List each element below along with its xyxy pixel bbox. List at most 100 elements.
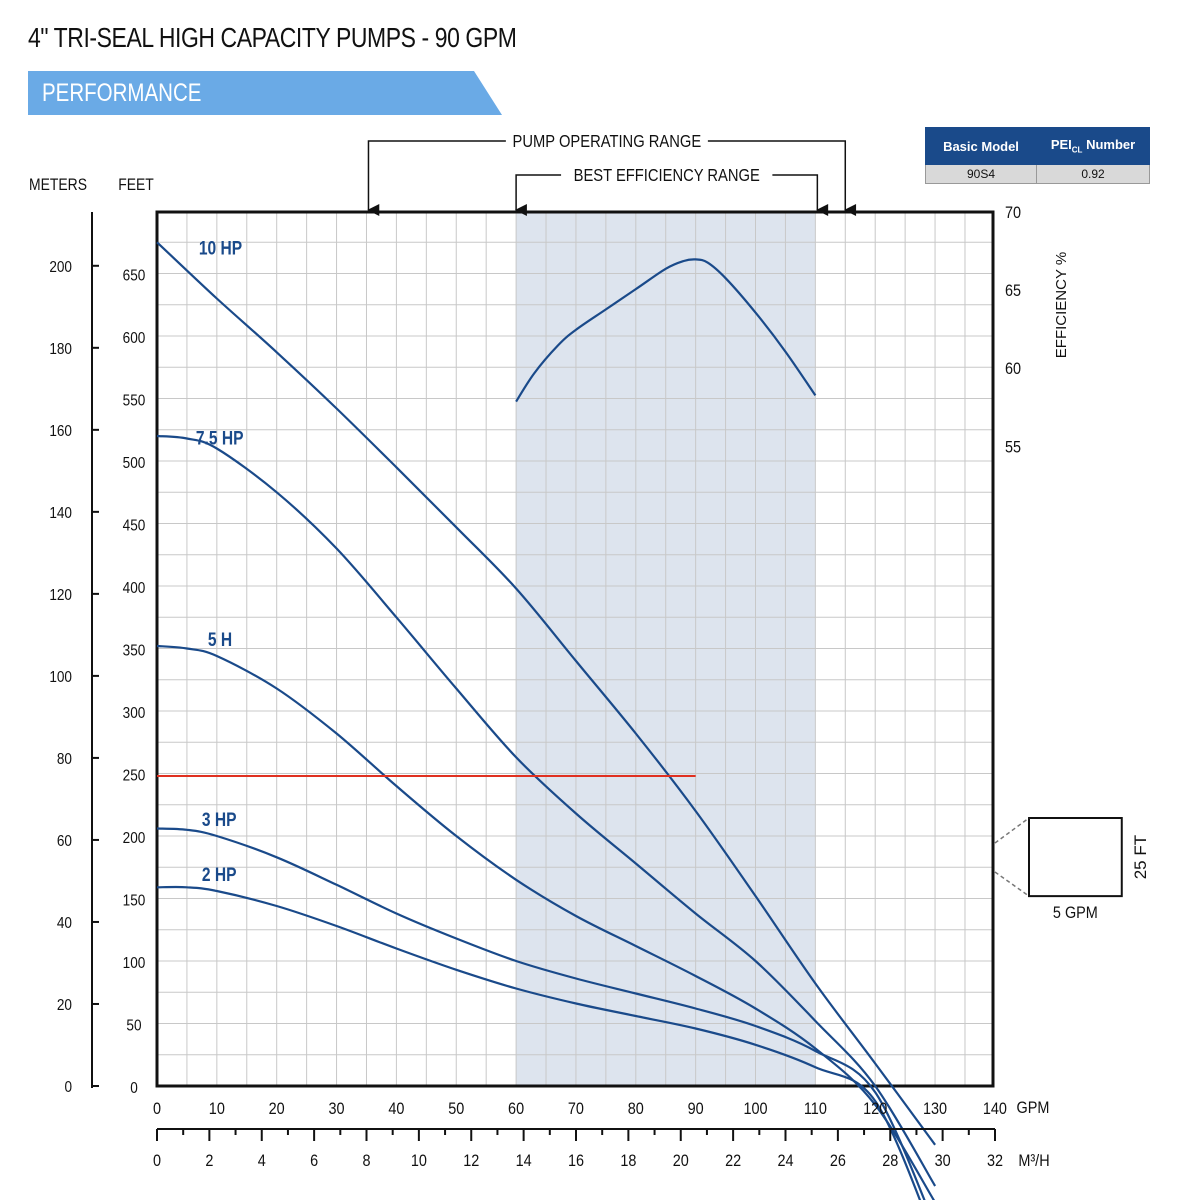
gpm-tick-label: 60 <box>508 1100 524 1118</box>
best-efficiency-range-left-arrow <box>514 174 562 216</box>
feet-tick-label: 300 <box>123 705 146 722</box>
header-pei-number: PEICL Number <box>1036 127 1150 165</box>
plot-border <box>155 210 995 1088</box>
feet-tick-label: 0 <box>130 1080 138 1097</box>
scale-key-height-label: 25 FT <box>1131 835 1150 879</box>
pei-table: Basic Model PEICL Number 90S4 0.92 <box>925 127 1150 184</box>
m3h-tick-label: 32 <box>987 1152 1003 1170</box>
meters-tick-label: 80 <box>57 751 72 768</box>
best-efficiency-range-right-arrow <box>772 174 829 216</box>
gpm-tick-label: 130 <box>923 1100 947 1118</box>
feet-tick-label: 250 <box>123 768 146 785</box>
m3h-tick-label: 16 <box>568 1152 584 1170</box>
m3h-tick-label: 8 <box>362 1152 370 1170</box>
feet-tick-label: 150 <box>123 893 146 910</box>
gpm-tick-label: 10 <box>209 1100 225 1118</box>
gpm-tick-label: 140 <box>983 1100 1007 1118</box>
gpm-tick-label: 30 <box>329 1100 345 1118</box>
m3h-tick-label: 14 <box>516 1152 532 1170</box>
curve-label-3-hp: 3 HP <box>202 809 237 831</box>
page-title: 4" TRI-SEAL HIGH CAPACITY PUMPS - 90 GPM <box>28 22 517 53</box>
m3h-tick-label: 24 <box>777 1152 793 1170</box>
m3h-tick-label: 20 <box>673 1152 689 1170</box>
feet-tick-label: 450 <box>123 518 146 535</box>
meters-tick-label: 40 <box>57 915 72 932</box>
cell-model: 90S4 <box>925 164 1037 184</box>
gpm-tick-label: 40 <box>388 1100 404 1118</box>
m3h-tick-label: 4 <box>258 1152 266 1170</box>
gpm-tick-label: 110 <box>804 1100 827 1118</box>
header-pei: PEI <box>1050 137 1072 153</box>
curve-label-5-h: 5 H <box>208 629 232 651</box>
scale-key-leader-bottom <box>994 871 1030 897</box>
m3h-tick-label: 18 <box>620 1152 636 1170</box>
feet-tick-label: 650 <box>123 268 146 285</box>
m3h-tick-label: 12 <box>463 1152 479 1170</box>
gpm-axis-title: GPM <box>1017 1099 1050 1117</box>
curve-label-2-hp: 2 HP <box>202 864 237 886</box>
meters-tick-label: 140 <box>49 505 72 522</box>
section-banner: PERFORMANCE <box>28 71 502 115</box>
meters-tick-label: 0 <box>64 1079 72 1096</box>
curve-5-h <box>156 644 936 1200</box>
gpm-tick-label: 100 <box>743 1100 767 1118</box>
meters-tick-label: 160 <box>49 423 72 440</box>
efficiency-tick-label: 55 <box>1005 438 1021 456</box>
meters-tick-label: 120 <box>49 587 72 604</box>
feet-tick-label: 100 <box>123 955 146 972</box>
gpm-tick-label: 70 <box>568 1100 584 1118</box>
feet-tick-label: 500 <box>123 455 146 472</box>
meters-tick-label: 180 <box>49 341 72 358</box>
curve-2-hp <box>156 885 922 1200</box>
gpm-tick-label: 90 <box>688 1100 704 1118</box>
gpm-tick-label: 0 <box>153 1100 161 1118</box>
m3h-tick-label: 30 <box>935 1152 951 1170</box>
curve-3-hp <box>156 827 926 1200</box>
header-number: Number <box>1082 137 1136 153</box>
feet-tick-label: 200 <box>123 830 146 847</box>
m3h-tick-label: 26 <box>830 1152 846 1170</box>
m3h-axis-title: M³/H <box>1018 1152 1049 1170</box>
scale-key-leader-top <box>994 817 1030 844</box>
feet-tick-label: 50 <box>126 1018 141 1035</box>
meters-tick-label: 20 <box>57 997 72 1014</box>
curve-7-5-hp <box>156 434 937 1187</box>
header-pei-subscript: CL <box>1071 145 1083 155</box>
meters-tick-label: 60 <box>57 833 72 850</box>
m3h-tick-label: 22 <box>725 1152 741 1170</box>
gpm-tick-label: 80 <box>628 1100 644 1118</box>
gpm-tick-label: 120 <box>863 1100 887 1118</box>
gpm-tick-label: 50 <box>448 1100 464 1118</box>
curve-label-7-5-hp: 7.5 HP <box>196 427 244 449</box>
feet-tick-label: 600 <box>123 330 146 347</box>
banner-shape <box>28 71 502 115</box>
gpm-tick-label: 20 <box>269 1100 285 1118</box>
m3h-tick-label: 0 <box>153 1152 161 1170</box>
efficiency-tick-label: 70 <box>1005 204 1021 222</box>
curve-efficiency <box>515 258 817 403</box>
m3h-tick-label: 28 <box>882 1152 898 1170</box>
m3h-tick-label: 6 <box>310 1152 318 1170</box>
cell-pei: 0.92 <box>1036 164 1150 184</box>
pump-operating-range-left-arrow <box>367 140 506 216</box>
pump-operating-range-right-arrow <box>707 140 857 216</box>
meters-tick-label: 200 <box>49 259 72 276</box>
feet-tick-label: 400 <box>123 580 146 597</box>
curve-label-10-hp: 10 HP <box>199 237 242 259</box>
feet-tick-label: 550 <box>123 393 146 410</box>
feet-axis-title: FEET <box>118 176 154 195</box>
pump-operating-range-label: PUMP OPERATING RANGE <box>513 132 702 152</box>
section-title: PERFORMANCE <box>42 79 202 107</box>
efficiency-axis-title: EFFICIENCY % <box>1053 252 1070 358</box>
scale-key-width-label: 5 GPM <box>1053 904 1098 922</box>
meters-tick-label: 100 <box>49 669 72 686</box>
m3h-tick-label: 10 <box>411 1152 427 1170</box>
best-efficiency-range-label: BEST EFFICIENCY RANGE <box>574 166 760 186</box>
m3h-tick-label: 2 <box>205 1152 213 1170</box>
efficiency-tick-label: 65 <box>1005 282 1021 300</box>
curve-10-hp <box>156 241 936 1146</box>
efficiency-tick-label: 60 <box>1005 360 1021 378</box>
scale-key-box <box>1028 817 1123 898</box>
meters-axis-title: METERS <box>29 176 87 195</box>
